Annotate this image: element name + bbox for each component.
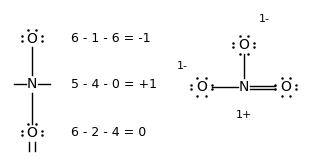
Text: O: O [26, 32, 37, 46]
Text: O: O [280, 80, 291, 94]
Text: 1-: 1- [259, 14, 270, 24]
Text: O: O [26, 126, 37, 140]
Text: 5 - 4 - 0 = +1: 5 - 4 - 0 = +1 [71, 77, 157, 91]
Text: N: N [27, 77, 37, 91]
Text: 6 - 1 - 6 = -1: 6 - 1 - 6 = -1 [71, 32, 150, 45]
Text: O: O [196, 80, 207, 94]
Text: 1-: 1- [177, 61, 188, 71]
Text: 1+: 1+ [236, 110, 252, 120]
Text: N: N [239, 80, 249, 94]
Text: 6 - 2 - 4 = 0: 6 - 2 - 4 = 0 [71, 126, 146, 139]
Text: O: O [238, 38, 249, 52]
